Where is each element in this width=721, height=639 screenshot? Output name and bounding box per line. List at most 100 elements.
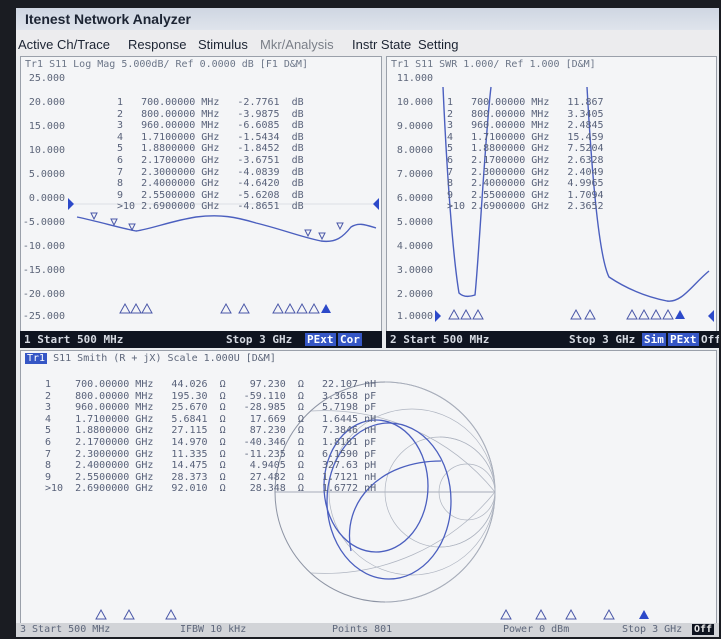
ch2-s11-swr-trace-high	[586, 86, 710, 302]
ch2-trace-header: Tr1 S11 SWR 1.000/ Ref 1.000 [D&M]	[391, 59, 596, 70]
ch3-off-badge[interactable]: Off	[692, 624, 715, 635]
ch2-ytick: 10.000	[396, 97, 433, 108]
ch2-marker-row: 7 2.3000000 GHz 2.4049	[447, 166, 604, 178]
ch1-ytick: -5.0000	[22, 217, 65, 228]
channel-1-logmag-panel[interactable]: Tr1 S11 Log Mag 5.000dB/ Ref 0.0000 dB […	[20, 56, 382, 334]
ch1-ytick: 15.000	[28, 121, 65, 132]
ch2-off-badge[interactable]: Off	[701, 333, 719, 346]
ch3-trace-header: S11 Smith (R + jX) Scale 1.000U [D&M]	[53, 353, 276, 364]
ch1-cor-badge[interactable]: Cor	[338, 333, 362, 346]
ch1-marker-row: 1 700.00000 MHz -2.7761 dB	[117, 97, 304, 108]
ch1-ref-level-marker	[68, 198, 74, 210]
ch1-marker-row: 4 1.7100000 GHz -1.5434 dB	[117, 131, 304, 143]
ch2-ytick: 6.0000	[396, 193, 433, 204]
channel-2-swr-panel[interactable]: Tr1 S11 SWR 1.000/ Ref 1.000 [D&M] 11.00…	[386, 56, 717, 334]
channel-3-smith-panel[interactable]: Tr1 S11 Smith (R + jX) Scale 1.000U [D&M…	[20, 350, 717, 624]
ch2-ytick: 9.0000	[396, 121, 433, 132]
ch1-marker-glyphs	[90, 212, 344, 241]
ch3-power: Power 0 dBm	[503, 624, 570, 635]
ch2-marker-row: 9 2.5500000 GHz 1.7094	[447, 189, 604, 201]
ch1-ytick: -20.000	[22, 289, 65, 300]
ch3-smith-trace-loop	[323, 419, 429, 553]
ch2-sim-badge[interactable]: Sim	[642, 333, 666, 346]
ch3-smith-trace-outer	[326, 422, 452, 580]
ch1-marker-row: 9 2.5500000 GHz -5.6208 dB	[117, 189, 304, 201]
ch3-marker-row: 8 2.4000000 GHz 14.475 Ω 4.9405 Ω 327.63…	[45, 460, 377, 472]
ch2-marker-row: >10 2.6900000 GHz 2.3652	[447, 201, 604, 213]
ch1-pext-badge[interactable]: PExt	[305, 333, 336, 346]
ch1-ref-level-marker-right	[373, 198, 379, 210]
ch3-marker-row: 9 2.5500000 GHz 28.373 Ω 27.482 Ω 1.7121…	[45, 471, 377, 483]
ch2-marker-row: 5 1.8800000 GHz 7.5204	[447, 143, 604, 155]
ch1-ytick: 10.000	[28, 145, 65, 156]
ch1-status-bar: 1 Start 500 MHz Stop 3 GHz PExt Cor	[20, 331, 382, 348]
ch1-ytick: 20.000	[28, 97, 65, 108]
menu-instr-state[interactable]: Instr State	[352, 37, 412, 52]
ch3-ifbw: IFBW 10 kHz	[180, 624, 247, 635]
ch2-marker-row: 8 2.4000000 GHz 4.9965	[447, 178, 604, 190]
ch1-ytick: 25.000	[28, 73, 65, 84]
ch1-marker-table: 1 700.00000 MHz -2.7761 dB 2 800.00000 M…	[117, 97, 304, 213]
ch2-ytick: 8.0000	[396, 145, 433, 156]
ch2-marker-row: 1 700.00000 MHz 11.867	[447, 97, 604, 108]
ch1-stop-freq: Stop 3 GHz	[226, 333, 293, 346]
ch2-ref-level-marker-right	[708, 310, 714, 322]
analyzer-screen: Itenest Network Analyzer Active Ch/Trace…	[16, 8, 719, 637]
ch1-marker-row: 3 960.00000 MHz -6.6085 dB	[117, 120, 304, 132]
ch2-pext-badge[interactable]: PExt	[668, 333, 699, 346]
ch1-ytick: 5.0000	[28, 169, 65, 180]
ch2-ytick: 5.0000	[396, 217, 433, 228]
ch2-bottom-marker-row	[448, 308, 685, 320]
ch3-trace-header-row: Tr1 S11 Smith (R + jX) Scale 1.000U [D&M…	[25, 353, 276, 364]
menu-stimulus[interactable]: Stimulus	[198, 37, 248, 52]
ch1-marker-row: 5 1.8800000 GHz -1.8452 dB	[117, 143, 304, 155]
ch1-marker-row: >10 2.6900000 GHz -4.8651 dB	[117, 201, 304, 213]
ch3-marker-row: 4 1.7100000 GHz 5.6841 Ω 17.669 Ω 1.6445…	[45, 413, 377, 425]
menu-mkr-analysis[interactable]: Mkr/Analysis	[260, 37, 334, 52]
ch1-bottom-marker-row	[119, 302, 331, 314]
ch1-marker-row: 2 800.00000 MHz -3.9875 dB	[117, 108, 304, 120]
ch2-s11-swr-trace-low	[442, 86, 492, 298]
ch2-ref-level-marker	[435, 310, 441, 322]
ch2-ytick: 3.0000	[396, 265, 433, 276]
ch1-ytick: -15.000	[22, 265, 65, 276]
ch1-marker-row: 6 2.1700000 GHz -3.6751 dB	[117, 154, 304, 166]
ch2-ytick: 1.0000	[396, 311, 433, 322]
ch3-smith-trace-arc	[348, 460, 442, 552]
app-title: Itenest Network Analyzer	[25, 11, 191, 27]
ch1-plot-area	[68, 198, 379, 314]
ch3-marker-table: 1 700.00000 MHz 44.026 Ω 97.230 Ω 22.107…	[45, 379, 376, 495]
ch2-marker-row: 4 1.7100000 GHz 15.459	[447, 131, 604, 143]
ch2-marker-row: 2 800.00000 MHz 3.3405	[447, 108, 604, 120]
ch2-ytick: 4.0000	[396, 241, 433, 252]
ch1-trace-header: Tr1 S11 Log Mag 5.000dB/ Ref 0.0000 dB […	[25, 59, 308, 70]
ch3-marker-row: 6 2.1700000 GHz 14.970 Ω -40.346 Ω 1.818…	[45, 436, 377, 448]
ch1-start-freq: 1 Start 500 MHz	[24, 333, 124, 346]
ch2-plot-area	[435, 86, 714, 322]
ch3-marker-row: 1 700.00000 MHz 44.026 Ω 97.230 Ω 22.107…	[45, 379, 377, 390]
ch2-ytick: 7.0000	[396, 169, 433, 180]
ch3-smith-chart	[95, 381, 649, 620]
menu-active-ch-trace[interactable]: Active Ch/Trace	[18, 37, 110, 52]
ch1-marker-row: 8 2.4000000 GHz -4.6420 dB	[117, 178, 304, 190]
ch3-start-freq: 3 Start 500 MHz	[20, 624, 111, 635]
ch1-y-axis-labels: 25.000 20.000 15.000 10.000 5.0000 0.000…	[21, 57, 65, 333]
ch3-points: Points 801	[332, 624, 393, 635]
ch2-start-freq: 2 Start 500 MHz	[390, 333, 490, 346]
ch2-marker-row: 6 2.1700000 GHz 2.6328	[447, 154, 604, 166]
ch1-ytick: -10.000	[22, 241, 65, 252]
ch3-marker-row: >10 2.6900000 GHz 92.010 Ω 28.348 Ω 1.67…	[45, 483, 377, 495]
ch3-bottom-marker-row	[95, 608, 649, 620]
ch3-trace-badge[interactable]: Tr1	[25, 353, 48, 364]
ch1-ytick: -25.000	[22, 311, 65, 322]
ch3-marker-row: 2 800.00000 MHz 195.30 Ω -59.110 Ω 3.365…	[45, 390, 377, 402]
menu-setting[interactable]: Setting	[418, 37, 459, 52]
ch3-marker-row: 7 2.3000000 GHz 11.335 Ω -11.235 Ω 6.159…	[45, 448, 377, 460]
menu-response[interactable]: Response	[128, 37, 187, 52]
ch2-status-bar: 2 Start 500 MHz Stop 3 GHz Sim PExt Off	[386, 331, 719, 348]
title-bar: Itenest Network Analyzer	[16, 8, 719, 30]
ch1-s11-trace	[76, 215, 377, 243]
ch2-stop-freq: Stop 3 GHz	[569, 333, 636, 346]
ch3-marker-row: 5 1.8800000 GHz 27.115 Ω 87.230 Ω 7.3846…	[45, 425, 377, 437]
ch2-ytick: 2.0000	[396, 289, 433, 300]
